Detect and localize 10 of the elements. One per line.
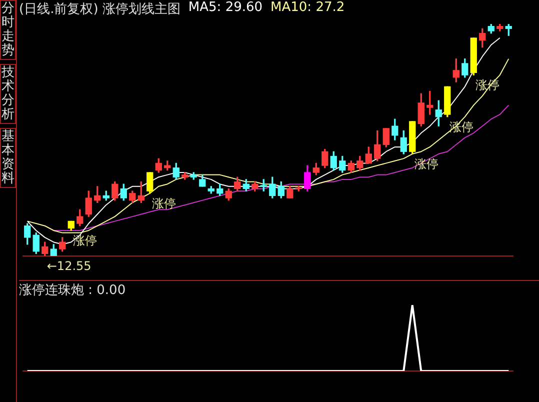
text: 分时走势 <box>1 1 15 58</box>
chart-title: (日线.前复权) 涨停划线主图 <box>19 1 180 18</box>
text: 技术分析 <box>1 65 15 122</box>
text: MA5: 29.60 <box>188 0 263 17</box>
chart-title: 涨停连珠炮 : 0.00 <box>19 282 126 299</box>
text: 基本资料 <box>1 129 15 186</box>
text: ←12.55 <box>46 259 92 274</box>
text: MA10: 27.2 <box>270 0 345 17</box>
text: 涨停 <box>152 196 176 210</box>
text: 涨停 <box>73 234 98 248</box>
